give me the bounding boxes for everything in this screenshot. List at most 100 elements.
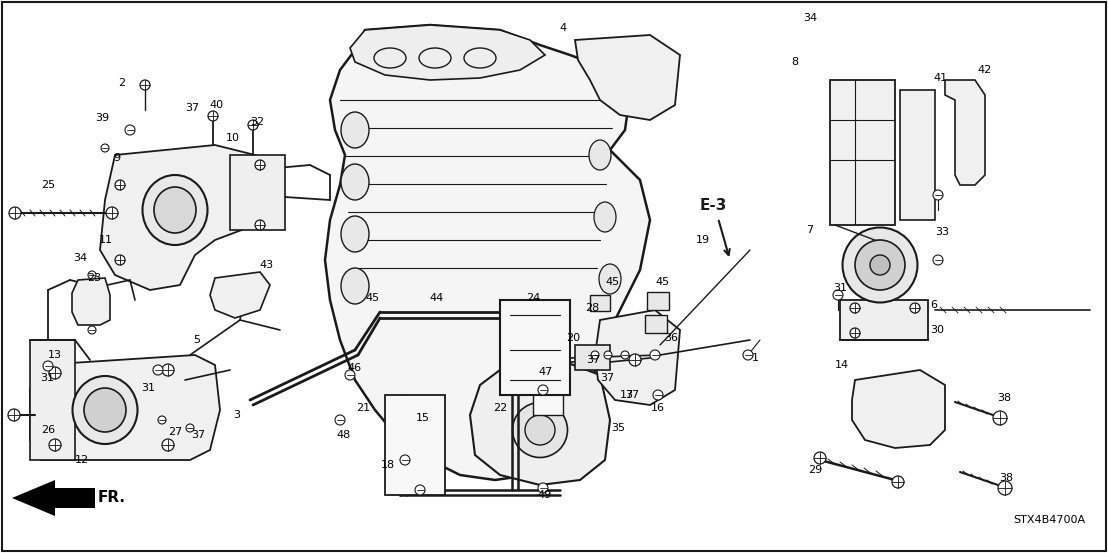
Circle shape: [162, 439, 174, 451]
Circle shape: [140, 80, 150, 90]
Text: 40: 40: [209, 100, 224, 110]
Ellipse shape: [589, 140, 611, 170]
Circle shape: [345, 370, 355, 380]
Bar: [900, 90, 935, 220]
Text: 4: 4: [560, 23, 566, 33]
Text: 30: 30: [930, 325, 944, 335]
Circle shape: [49, 367, 61, 379]
Text: 27: 27: [168, 427, 182, 437]
Text: 34: 34: [803, 13, 817, 23]
Polygon shape: [30, 355, 220, 460]
Text: 35: 35: [611, 423, 625, 433]
Text: 31: 31: [141, 383, 155, 393]
Ellipse shape: [419, 48, 451, 68]
Text: 37: 37: [625, 390, 639, 400]
Text: 45: 45: [605, 277, 619, 287]
Bar: [500, 300, 570, 395]
Bar: [647, 292, 669, 310]
Polygon shape: [945, 80, 985, 185]
Circle shape: [106, 207, 117, 219]
Circle shape: [248, 120, 258, 130]
Text: 2: 2: [119, 78, 125, 88]
Text: 10: 10: [226, 133, 240, 143]
Circle shape: [933, 190, 943, 200]
Text: E-3: E-3: [700, 197, 727, 212]
Text: 47: 47: [538, 367, 553, 377]
Text: 38: 38: [997, 393, 1012, 403]
Ellipse shape: [513, 403, 567, 457]
Text: 18: 18: [381, 460, 396, 470]
Bar: [840, 300, 929, 340]
Text: 44: 44: [430, 293, 444, 303]
Polygon shape: [470, 360, 611, 485]
Circle shape: [833, 290, 843, 300]
Ellipse shape: [842, 227, 917, 302]
Text: 36: 36: [664, 333, 678, 343]
Polygon shape: [72, 278, 110, 325]
Ellipse shape: [143, 175, 207, 245]
Circle shape: [629, 354, 642, 366]
Text: 31: 31: [833, 283, 847, 293]
Ellipse shape: [84, 388, 126, 432]
Circle shape: [88, 326, 96, 334]
Text: STX4B4700A: STX4B4700A: [1013, 515, 1085, 525]
Text: 20: 20: [566, 333, 581, 343]
Text: 13: 13: [48, 350, 62, 360]
Text: 29: 29: [808, 465, 822, 475]
Text: 7: 7: [807, 225, 813, 235]
Text: 37: 37: [185, 103, 199, 113]
Bar: [830, 80, 895, 225]
Circle shape: [400, 455, 410, 465]
Circle shape: [933, 255, 943, 265]
Text: 37: 37: [586, 355, 601, 365]
Ellipse shape: [870, 255, 890, 275]
Text: 42: 42: [978, 65, 992, 75]
Text: 6: 6: [931, 300, 937, 310]
Circle shape: [416, 485, 425, 495]
Circle shape: [591, 351, 599, 359]
Ellipse shape: [594, 202, 616, 232]
Text: 49: 49: [537, 490, 552, 500]
Bar: [230, 155, 285, 230]
Circle shape: [186, 424, 194, 432]
Text: 5: 5: [194, 335, 201, 345]
Polygon shape: [852, 370, 945, 448]
Circle shape: [49, 439, 61, 451]
Text: 17: 17: [620, 390, 634, 400]
Circle shape: [115, 255, 125, 265]
Bar: [575, 345, 611, 370]
Text: 45: 45: [366, 293, 380, 303]
Ellipse shape: [341, 216, 369, 252]
Text: 25: 25: [41, 180, 55, 190]
Ellipse shape: [341, 112, 369, 148]
Circle shape: [208, 111, 218, 121]
Ellipse shape: [72, 376, 137, 444]
Text: 37: 37: [599, 373, 614, 383]
Ellipse shape: [375, 48, 406, 68]
Text: 21: 21: [356, 403, 370, 413]
Text: 45: 45: [656, 277, 670, 287]
Ellipse shape: [154, 187, 196, 233]
Circle shape: [255, 220, 265, 230]
Text: 28: 28: [585, 303, 599, 313]
Text: 23: 23: [86, 273, 101, 283]
Circle shape: [162, 364, 174, 376]
Bar: [30, 340, 75, 460]
Circle shape: [335, 415, 345, 425]
Ellipse shape: [464, 48, 496, 68]
Text: 9: 9: [113, 153, 121, 163]
Circle shape: [814, 452, 825, 464]
Text: 43: 43: [259, 260, 273, 270]
Polygon shape: [350, 25, 545, 80]
Circle shape: [850, 328, 860, 338]
Circle shape: [650, 350, 660, 360]
Circle shape: [88, 271, 96, 279]
Text: 14: 14: [835, 360, 849, 370]
Circle shape: [892, 476, 904, 488]
Circle shape: [255, 160, 265, 170]
Text: 22: 22: [493, 403, 507, 413]
Circle shape: [9, 207, 21, 219]
Text: 1: 1: [751, 353, 759, 363]
Polygon shape: [325, 25, 650, 480]
Circle shape: [743, 350, 753, 360]
